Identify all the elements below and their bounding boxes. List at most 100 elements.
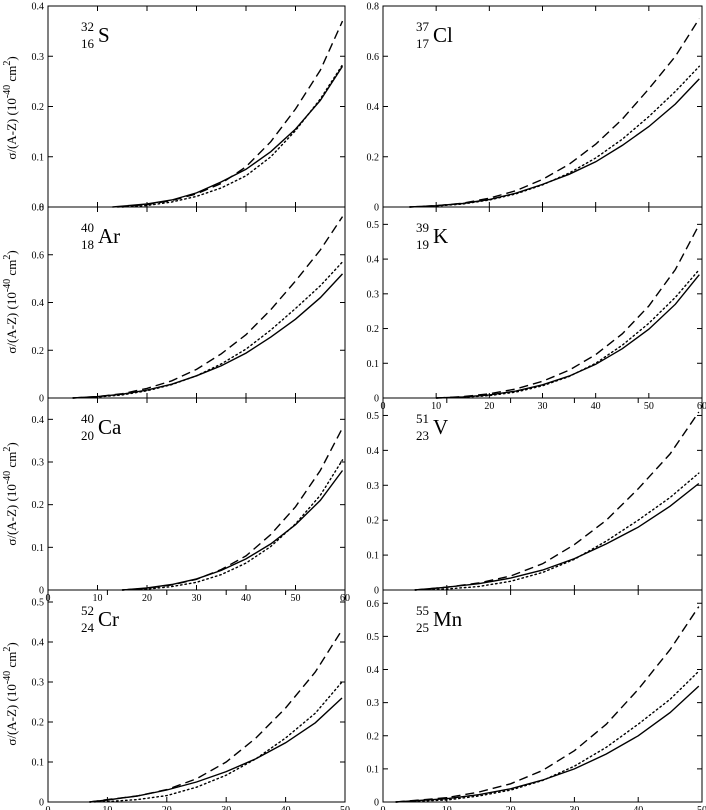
- series-line-solid: [436, 274, 700, 399]
- y-tick-label: 0.3: [32, 458, 45, 469]
- y-tick-label: 0.6: [367, 599, 380, 610]
- x-tick-label: 50: [697, 805, 706, 810]
- nucleus-mass-number: 55: [416, 603, 429, 618]
- x-tick-label: 30: [192, 593, 202, 604]
- y-tick-label: 0.4: [367, 446, 380, 457]
- x-tick-label: 50: [291, 593, 301, 604]
- y-tick-label: 0.2: [367, 516, 380, 527]
- y-tick-label: 0.4: [32, 638, 45, 649]
- series-line-solid: [122, 470, 344, 591]
- y-tick-label: 0.2: [32, 500, 45, 511]
- nucleus-mass-number: 40: [81, 220, 94, 235]
- y-tick-label: 0.1: [367, 551, 380, 562]
- nucleus-symbol: Mn: [433, 607, 463, 631]
- x-tick-label: 20: [142, 593, 152, 604]
- plot-frame: [382, 589, 703, 803]
- x-tick-label: 0: [46, 805, 51, 810]
- y-tick-label: 0: [39, 394, 44, 405]
- panel-ar: 0 0.2 0.4 0.6 0.8 40 18 Ar σ/(A-Z) (10-40 cm2): [2, 203, 346, 405]
- y-tick-label: 0.5: [367, 220, 380, 231]
- x-tick-label: 40: [281, 805, 291, 810]
- y-axis-label: σ/(A-Z) (10-40 cm2): [2, 642, 19, 745]
- y-tick-label: 0.5: [367, 632, 380, 643]
- series-line-dotted: [408, 65, 700, 208]
- series-line-dashed: [414, 411, 700, 591]
- nucleus-mass-number: 32: [81, 19, 94, 34]
- y-tick-label: 0.4: [367, 665, 380, 676]
- x-tick-label: 10: [102, 805, 112, 810]
- nucleus-symbol: Cr: [98, 607, 119, 631]
- y-tick-label: 0: [374, 586, 379, 597]
- nucleus-atomic-number: 19: [416, 237, 429, 252]
- y-axis-label: σ/(A-Z) (10-40 cm2): [2, 250, 19, 353]
- x-tick-label: 20: [162, 805, 172, 810]
- series-line-dotted: [72, 261, 344, 399]
- nucleus-symbol: Ca: [98, 415, 122, 439]
- y-tick-label: 0.8: [32, 203, 45, 214]
- panel-v: 0 0.1 0.2 0.3 0.4 0.5 51 23 V: [367, 397, 703, 597]
- series-line-dotted: [88, 681, 343, 803]
- y-tick-label: 0: [39, 798, 44, 809]
- y-tick-label: 0.3: [32, 678, 45, 689]
- x-tick-label: 0: [381, 805, 386, 810]
- plot-frame: [47, 589, 346, 803]
- nucleus-atomic-number: 23: [416, 428, 429, 443]
- y-tick-label: 0.1: [32, 758, 45, 769]
- y-tick-label: 0.2: [367, 324, 380, 335]
- series-line-dashed: [122, 427, 344, 591]
- series-line-dotted: [121, 459, 344, 591]
- x-tick-label: 20: [484, 401, 494, 412]
- series-line-solid: [72, 273, 344, 399]
- y-axis-label: σ/(A-Z) (10-40 cm2): [2, 442, 19, 545]
- x-tick-label: 40: [591, 401, 601, 412]
- y-tick-label: 0.2: [32, 102, 45, 113]
- y-tick-label: 0.3: [32, 52, 45, 63]
- nucleus-mass-number: 40: [81, 411, 94, 426]
- y-tick-label: 0.2: [367, 731, 380, 742]
- series-line-dashed: [395, 606, 700, 803]
- series-line-dashed: [436, 224, 700, 399]
- nucleus-atomic-number: 25: [416, 620, 429, 635]
- x-tick-label: 10: [442, 805, 452, 810]
- y-tick-label: 0.1: [367, 764, 380, 775]
- series-line-solid: [89, 697, 343, 803]
- x-tick-label: 30: [221, 805, 231, 810]
- y-tick-label: 0.6: [367, 52, 380, 63]
- plot-frame: [382, 206, 703, 399]
- x-tick-label: 30: [569, 805, 579, 810]
- y-tick-label: 0.1: [32, 543, 45, 554]
- y-tick-label: 0: [374, 798, 379, 809]
- plot-frame: [382, 5, 703, 208]
- y-tick-label: 0.8: [367, 2, 380, 13]
- y-tick-label: 0.4: [367, 255, 380, 266]
- y-tick-label: 0.3: [367, 698, 380, 709]
- y-tick-label: 0.3: [367, 289, 380, 300]
- panel-mn: 0 10 20 30 40 50 0 0.1 0.2 0.3 0.4 0.5 0.6 55 25 Mn: [367, 589, 706, 810]
- y-tick-label: 0.4: [32, 415, 45, 426]
- y-tick-label: 0.3: [367, 481, 380, 492]
- series-line-dotted: [414, 472, 700, 591]
- y-tick-label: 0: [39, 586, 44, 597]
- y-tick-label: 0: [374, 203, 379, 214]
- y-tick-label: 0.2: [367, 152, 380, 163]
- nucleus-atomic-number: 24: [81, 620, 95, 635]
- x-tick-label: 10: [431, 401, 441, 412]
- nucleus-atomic-number: 16: [81, 36, 95, 51]
- plot-frame: [47, 397, 346, 591]
- nucleus-atomic-number: 18: [81, 237, 94, 252]
- x-tick-label: 20: [506, 805, 516, 810]
- y-axis-label: σ/(A-Z) (10-40 cm2): [2, 56, 19, 159]
- y-tick-label: 0: [39, 203, 44, 214]
- y-tick-label: 0.4: [367, 102, 380, 113]
- series-line-solid: [414, 482, 700, 591]
- y-tick-label: 0: [374, 394, 379, 405]
- nucleus-mass-number: 37: [416, 19, 430, 34]
- nucleus-symbol: V: [433, 415, 448, 439]
- x-tick-label: 30: [538, 401, 548, 412]
- nucleus-atomic-number: 17: [416, 36, 430, 51]
- x-tick-label: 40: [241, 593, 251, 604]
- x-tick-label: 40: [633, 805, 643, 810]
